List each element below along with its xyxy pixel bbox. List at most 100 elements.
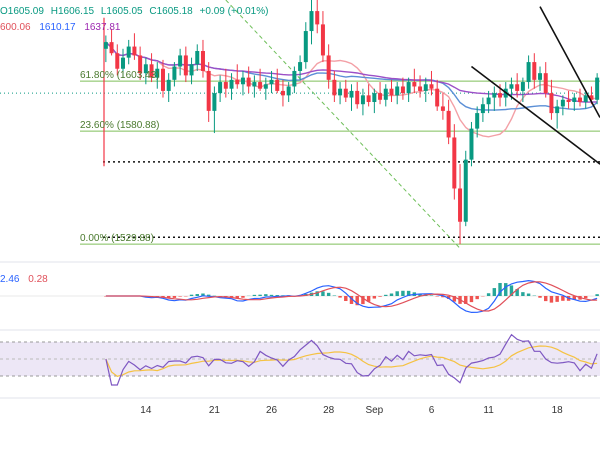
candle-body (304, 31, 308, 62)
candle-body (338, 89, 342, 96)
ohlc-high: H1606.15 (51, 6, 94, 17)
candle-body (344, 89, 348, 98)
candle-body (549, 93, 553, 113)
candle-body (367, 95, 371, 102)
candle-body (384, 89, 388, 100)
candle-body (218, 82, 222, 93)
candle-body (567, 100, 571, 102)
candle-body (355, 91, 359, 104)
candle-body (178, 55, 182, 66)
macd-legend: 2.46 0.28 (0, 274, 54, 285)
macd-histogram-bar (327, 293, 330, 296)
candle-body (481, 104, 485, 113)
candle-body (104, 42, 108, 49)
macd-histogram-bar (390, 294, 393, 296)
macd-histogram-bar (527, 294, 530, 296)
candle-body (532, 62, 536, 80)
candle-body (184, 55, 188, 75)
x-tick-label: Sep (365, 405, 383, 416)
candle-body (275, 80, 279, 91)
candle-body (315, 11, 319, 24)
macd-histogram-bar (584, 296, 587, 298)
candle-body (441, 106, 445, 110)
macd-value: 2.46 (0, 274, 19, 285)
candle-body (258, 82, 262, 89)
candle-body (161, 69, 165, 91)
x-tick-label: 28 (323, 405, 334, 416)
candle-body (412, 82, 416, 86)
candle-body (235, 80, 239, 84)
fib-label: 61.80% (1603.43) (80, 70, 160, 81)
macd-histogram-bar (475, 296, 478, 299)
candle-body (212, 93, 216, 111)
ohlc-open: O1605.09 (0, 6, 44, 17)
candle-body (230, 80, 234, 89)
candle-body (435, 89, 439, 107)
candle-body (167, 80, 171, 91)
candle-body (407, 82, 411, 93)
candle-body (298, 62, 302, 71)
candle-body (544, 73, 548, 93)
macd-histogram-bar (550, 296, 553, 303)
macd-histogram-bar (333, 295, 336, 296)
candle-body (350, 91, 354, 98)
macd-histogram-bar (487, 293, 490, 296)
fib-label: 0.00% (1529.88) (80, 233, 154, 244)
candle-body (521, 82, 525, 91)
candle-body (121, 58, 125, 69)
macd-histogram-bar (173, 296, 176, 298)
candle-body (555, 106, 559, 113)
ma-mid-value: 1610.17 (39, 22, 75, 33)
candle-body (509, 84, 513, 88)
x-tick-label: 18 (552, 405, 563, 416)
candle-body (287, 86, 291, 95)
candle-body (115, 53, 119, 69)
candle-body (401, 86, 405, 93)
candle-body (595, 78, 599, 100)
x-tick-label: 26 (266, 405, 277, 416)
candle-body (538, 73, 542, 80)
candle-body (527, 62, 531, 82)
candle-body (492, 93, 496, 97)
candle-body (281, 91, 285, 95)
candle-body (469, 129, 473, 160)
macd-signal-value: 0.28 (28, 274, 47, 285)
macd-histogram-bar (253, 295, 256, 296)
candle-body (378, 93, 382, 100)
candle-body (389, 89, 393, 96)
macd-histogram-bar (538, 296, 541, 298)
macd-histogram-bar (241, 296, 244, 298)
macd-histogram-bar (190, 295, 193, 296)
macd-histogram-bar (373, 296, 376, 299)
diagonal-trend-line (226, 0, 460, 248)
macd-histogram-bar (178, 296, 181, 297)
candle-body (321, 24, 325, 55)
macd-histogram-bar (270, 295, 273, 296)
candle-body (327, 55, 331, 79)
candle-body (332, 80, 336, 96)
candle-body (264, 84, 268, 88)
candle-body (464, 160, 468, 222)
candle-body (447, 111, 451, 138)
macd-histogram-bar (338, 296, 341, 298)
macd-histogram-bar (196, 294, 199, 296)
ma-fast-value: 600.06 (0, 22, 31, 33)
candle-body (292, 71, 296, 87)
candle-body (127, 47, 131, 58)
fib-label: 23.60% (1580.88) (80, 120, 160, 131)
macd-histogram-bar (344, 296, 347, 301)
candle-body (310, 11, 314, 31)
macd-histogram-bar (321, 291, 324, 296)
macd-histogram-bar (258, 295, 261, 296)
macd-histogram-bar (378, 296, 381, 297)
candle-body (190, 64, 194, 75)
candle-body (195, 51, 199, 64)
candle-body (207, 71, 211, 111)
candle-body (498, 93, 502, 97)
candle-body (424, 84, 428, 91)
candle-body (224, 82, 228, 89)
candle-body (132, 47, 136, 56)
candle-body (572, 98, 576, 102)
